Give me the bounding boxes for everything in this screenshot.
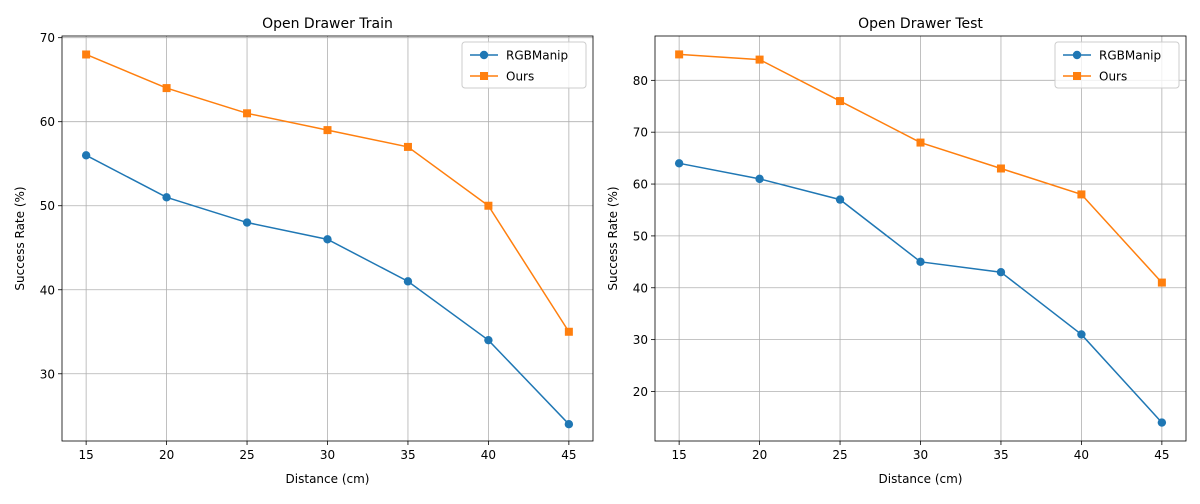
y-axis-label: Success Rate (%) xyxy=(13,186,27,290)
x-tick-label: 15 xyxy=(78,448,93,462)
data-point-rgbmanip xyxy=(916,257,925,267)
data-point-rgbmanip xyxy=(242,218,252,227)
x-tick-label: 30 xyxy=(913,448,928,462)
y-axis-label: Success Rate (%) xyxy=(606,186,620,290)
y-tick-label: 70 xyxy=(633,126,648,140)
x-tick-label: 35 xyxy=(400,448,415,462)
chart-title: Open Drawer Test xyxy=(858,16,983,32)
x-tick-label: 40 xyxy=(1074,448,1089,462)
y-tick-label: 60 xyxy=(40,115,55,129)
chart-open-drawer-train: 15 20 25 30 35 40 45 30 40 50 60 70 Open Drawer Trai… xyxy=(13,16,594,486)
data-point-rgbmanip xyxy=(674,159,684,168)
x-tick-label: 35 xyxy=(993,448,1008,462)
data-point-ours xyxy=(1077,190,1086,199)
data-point-rgbmanip xyxy=(403,277,413,286)
x-tick-label: 25 xyxy=(239,448,254,462)
data-point-ours xyxy=(996,164,1005,173)
legend-label-rgbmanip: RGBManip xyxy=(1099,49,1161,63)
y-tick-label: 70 xyxy=(40,31,55,45)
x-axis-label: Distance (cm) xyxy=(879,472,963,486)
y-tick-label: 30 xyxy=(633,333,648,347)
legend-label-rgbmanip: RGBManip xyxy=(506,49,568,63)
y-tick-label: 50 xyxy=(633,229,648,243)
y-tick-label: 20 xyxy=(633,385,648,399)
legend-marker-rgbmanip xyxy=(1072,50,1082,60)
y-tick-label: 40 xyxy=(633,281,648,295)
data-point-rgbmanip xyxy=(835,195,845,204)
legend-marker-rgbmanip xyxy=(479,50,489,60)
data-point-ours xyxy=(162,84,171,93)
data-point-rgbmanip xyxy=(1077,330,1086,339)
data-point-rgbmanip xyxy=(323,235,332,244)
legend: RGBManip Ours xyxy=(461,41,587,89)
data-point-rgbmanip xyxy=(755,174,764,184)
legend-marker-ours xyxy=(480,72,488,80)
data-point-rgbmanip xyxy=(996,268,1006,277)
y-tick-label: 30 xyxy=(40,367,55,381)
x-tick-label: 15 xyxy=(671,448,686,462)
data-point-rgbmanip xyxy=(564,419,574,429)
x-tick-label: 20 xyxy=(159,448,174,462)
data-point-ours xyxy=(323,126,332,135)
x-axis-label: Distance (cm) xyxy=(286,472,370,486)
data-point-ours xyxy=(1157,278,1166,287)
y-tick-label: 50 xyxy=(40,199,55,213)
data-point-ours xyxy=(564,327,573,336)
data-point-ours xyxy=(916,138,925,147)
data-point-ours xyxy=(243,109,252,118)
data-point-rgbmanip xyxy=(484,335,493,345)
data-point-ours xyxy=(755,55,764,64)
data-point-ours xyxy=(836,97,845,106)
data-point-rgbmanip xyxy=(81,151,91,160)
x-tick-label: 45 xyxy=(1154,448,1169,462)
data-point-ours xyxy=(484,201,493,210)
y-tick-label: 80 xyxy=(633,74,648,88)
x-tick-label: 30 xyxy=(320,448,335,462)
chart-open-drawer-test: 15 20 25 30 35 40 45 20 30 40 50 60 70 80 Open Drawer … xyxy=(606,16,1187,486)
x-tick-label: 40 xyxy=(481,448,496,462)
data-point-ours xyxy=(82,50,91,59)
data-point-rgbmanip xyxy=(1157,418,1167,427)
data-point-ours xyxy=(403,142,412,151)
data-point-ours xyxy=(675,50,684,59)
x-tick-label: 25 xyxy=(832,448,847,462)
y-tick-label: 40 xyxy=(40,283,55,297)
chart-title: Open Drawer Train xyxy=(262,16,393,32)
x-tick-label: 45 xyxy=(561,448,576,462)
legend-label-ours: Ours xyxy=(506,70,534,84)
x-tick-label: 20 xyxy=(752,448,767,462)
y-tick-label: 60 xyxy=(633,178,648,192)
legend-label-ours: Ours xyxy=(1099,70,1127,84)
legend: RGBManip Ours xyxy=(1054,41,1180,89)
data-point-rgbmanip xyxy=(162,193,171,202)
legend-marker-ours xyxy=(1073,72,1081,80)
